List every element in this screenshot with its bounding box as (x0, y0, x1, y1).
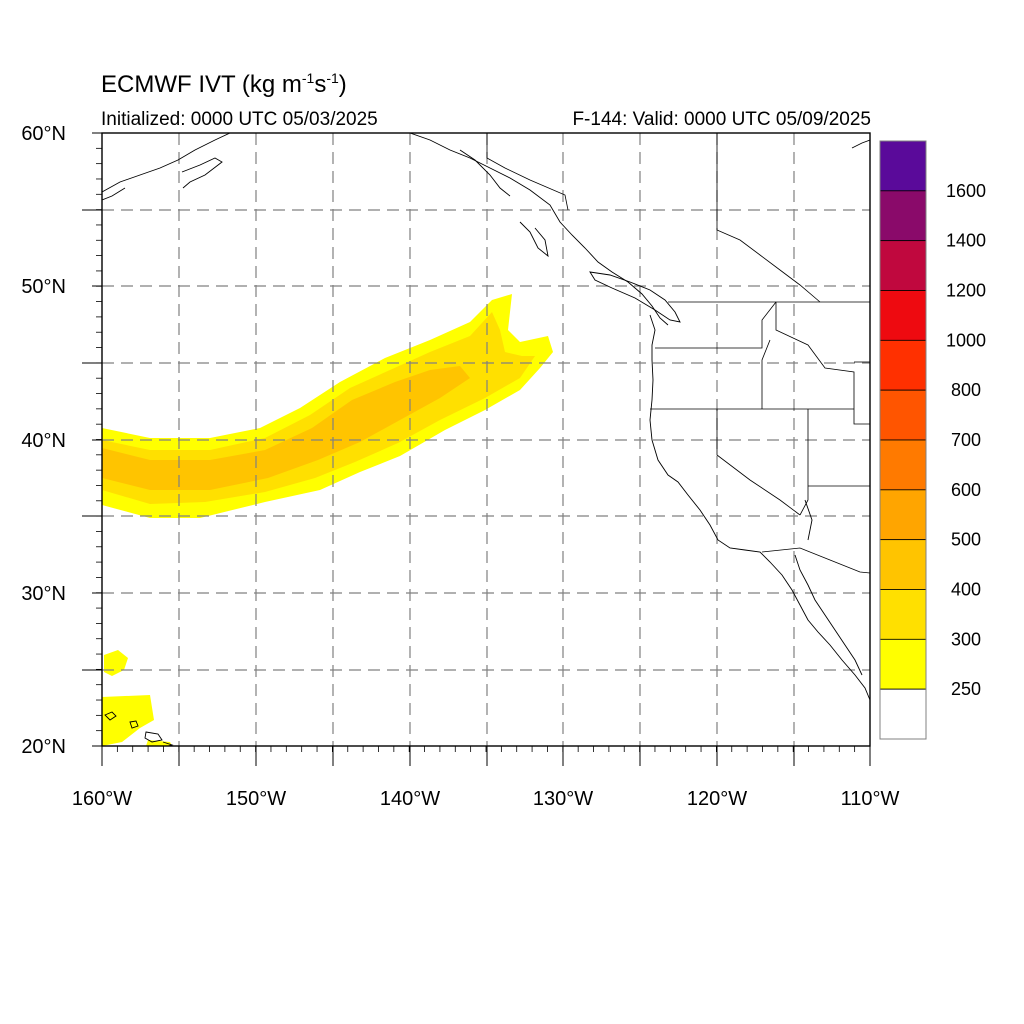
colorbar-label: 400 (951, 580, 981, 600)
colorbar-segment (879, 539, 927, 590)
lat-label-60: 60°N (21, 123, 66, 145)
colorbar-label: 1000 (946, 330, 986, 350)
colorbar-label: 500 (951, 530, 981, 550)
ivt-400-region (102, 366, 470, 490)
lat-label-30: 30°N (21, 583, 66, 605)
colorbar-label: 1400 (946, 231, 986, 251)
colorbar-segment (879, 589, 927, 640)
colorbar-segment (879, 140, 927, 192)
minor-ticks (96, 132, 871, 752)
colorbar-label: 800 (951, 380, 981, 400)
colorbar-segment (879, 688, 927, 740)
colorbar-segment (879, 190, 927, 242)
colorbar-outline (879, 140, 927, 740)
colorbar-label: 1600 (946, 181, 986, 201)
lon-labels: 160°W 150°W 140°W 130°W 120°W 110°W (72, 788, 900, 810)
initialized-time: Initialized: 0000 UTC 05/03/2025 (101, 109, 378, 130)
political-borders (486, 133, 870, 574)
colorbar-segment (879, 389, 927, 441)
coastlines (102, 133, 870, 746)
colorbar-label: 300 (951, 629, 981, 649)
colorbar-label: 1200 (946, 281, 986, 301)
colorbar-label: 700 (951, 430, 981, 450)
ivt-300-region (102, 312, 535, 504)
lon-label-150w: 150°W (226, 788, 286, 810)
colorbar-segment (879, 240, 927, 291)
lat-labels: 60°N 50°N 40°N 30°N 20°N (21, 123, 66, 758)
lat-label-20: 20°N (21, 736, 66, 758)
colorbar-segment (879, 439, 927, 491)
colorbar-segment (879, 489, 927, 541)
colorbar-label: 250 (951, 679, 981, 699)
ivt-patch-2 (102, 695, 154, 746)
lat-label-50: 50°N (21, 276, 66, 298)
lon-label-110w: 110°W (841, 788, 900, 810)
lon-label-130w: 130°W (533, 788, 593, 810)
lat-label-40: 40°N (21, 430, 66, 452)
colorbar-label: 600 (951, 480, 981, 500)
colorbar-segment (879, 339, 927, 391)
lon-label-160w: 160°W (72, 788, 132, 810)
colorbar: 1600 1400 1200 1000 800 700 600 500 400 300 250 (879, 140, 986, 740)
colorbar-segment (879, 638, 927, 690)
valid-time: F-144: Valid: 0000 UTC 05/09/2025 (572, 109, 871, 130)
lon-label-120w: 120°W (687, 788, 747, 810)
colorbar-segment (879, 290, 927, 341)
map-title: ECMWF IVT (kg m-1s-1) (101, 70, 347, 98)
lon-label-140w: 140°W (380, 788, 440, 810)
